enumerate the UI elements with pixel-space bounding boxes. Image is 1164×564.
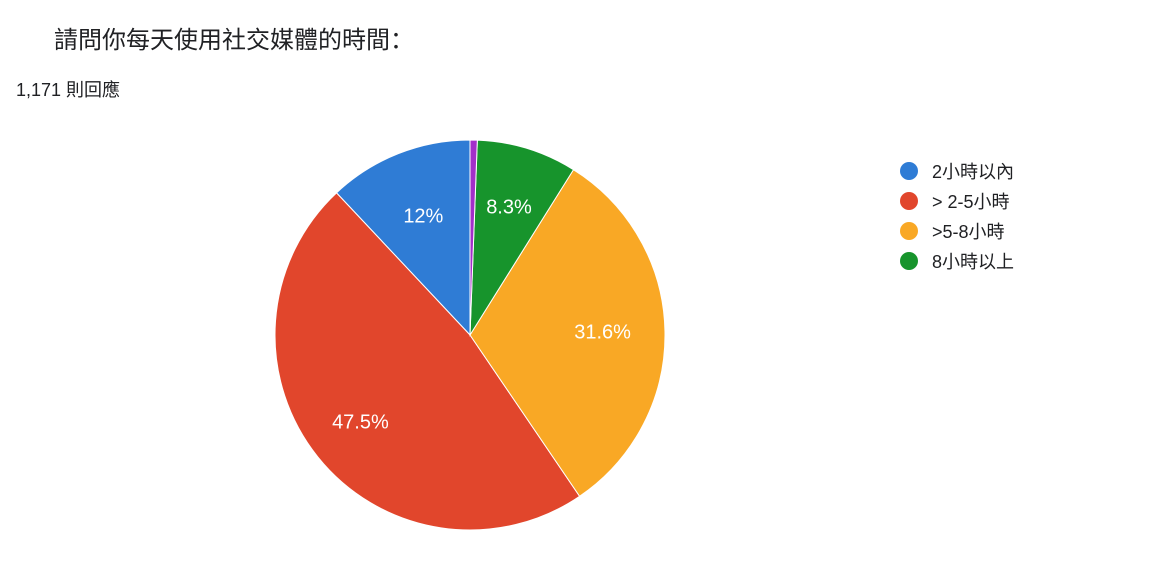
legend-label: > 2-5小時 (932, 188, 1010, 214)
legend-item[interactable]: >5-8小時 (900, 216, 1014, 246)
legend-item[interactable]: 8小時以上 (900, 246, 1014, 276)
legend-swatch (900, 162, 918, 180)
slice-label: 12% (403, 206, 443, 229)
legend: 2小時以內 > 2-5小時 >5-8小時 8小時以上 (900, 156, 1014, 276)
slice-label: 47.5% (332, 411, 389, 434)
legend-item[interactable]: 2小時以內 (900, 156, 1014, 186)
legend-label: 2小時以內 (932, 158, 1014, 184)
pie-chart: 12% 47.5% 31.6% 8.3% (270, 135, 670, 535)
legend-swatch (900, 252, 918, 270)
legend-item[interactable]: > 2-5小時 (900, 186, 1014, 216)
legend-swatch (900, 192, 918, 210)
responses-count: 1,171 則回應 (16, 76, 120, 102)
slice-label: 8.3% (486, 197, 532, 220)
slice-label: 31.6% (574, 321, 631, 344)
legend-swatch (900, 222, 918, 240)
legend-label: 8小時以上 (932, 248, 1014, 274)
chart-title: 請問你每天使用社交媒體的時間： (54, 20, 414, 55)
legend-label: >5-8小時 (932, 218, 1005, 244)
